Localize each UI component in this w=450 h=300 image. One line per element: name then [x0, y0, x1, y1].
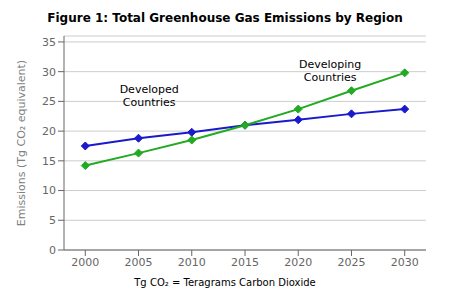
svg-text:2030: 2030: [391, 256, 419, 269]
svg-text:DevelopingCountries: DevelopingCountries: [299, 58, 361, 84]
svg-text:35: 35: [42, 36, 56, 49]
svg-text:DevelopedCountries: DevelopedCountries: [120, 83, 179, 109]
svg-text:2000: 2000: [71, 256, 99, 269]
svg-text:5: 5: [49, 214, 56, 227]
svg-text:0: 0: [49, 244, 56, 257]
svg-text:15: 15: [42, 155, 56, 168]
svg-text:2020: 2020: [284, 256, 312, 269]
svg-text:2015: 2015: [231, 256, 259, 269]
svg-text:10: 10: [42, 184, 56, 197]
svg-text:25: 25: [42, 95, 56, 108]
svg-text:Emissions (Tg CO₂ equivalent): Emissions (Tg CO₂ equivalent): [15, 60, 28, 226]
svg-text:2025: 2025: [337, 256, 365, 269]
svg-text:2010: 2010: [178, 256, 206, 269]
svg-text:30: 30: [42, 66, 56, 79]
svg-text:20: 20: [42, 125, 56, 138]
html-text:Tg CO₂ = Teragrams Carbon Diox: Tg CO₂ = Teragrams Carbon Dioxide: [134, 277, 316, 288]
html-text:Figure 1: Total Greenhouse Gas: Figure 1: Total Greenhouse Gas Emissions…: [47, 11, 403, 25]
svg-text:2005: 2005: [125, 256, 153, 269]
